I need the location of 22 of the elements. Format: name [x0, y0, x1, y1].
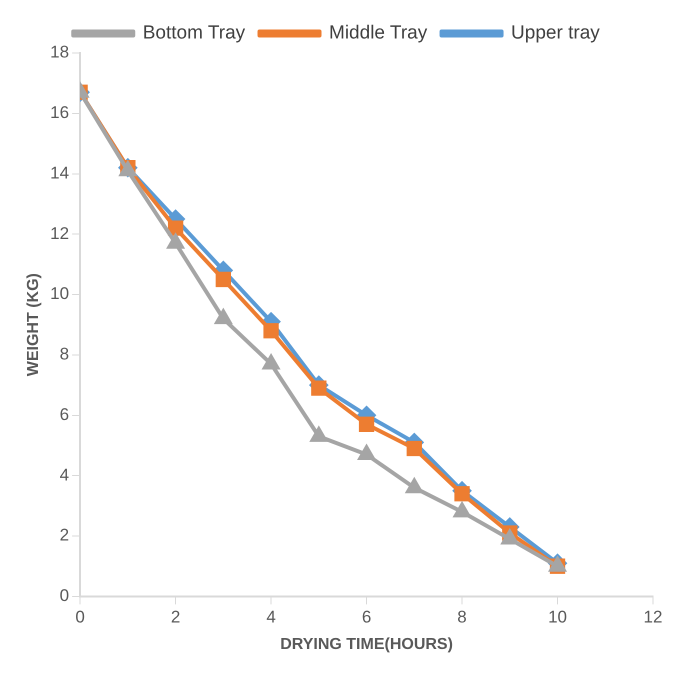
y-tick-label: 8	[60, 344, 70, 364]
y-tick-label: 12	[50, 224, 70, 243]
y-tick-label: 10	[50, 284, 70, 304]
legend-label: Upper tray	[511, 22, 600, 44]
x-tick-label: 2	[170, 607, 180, 626]
x-tick-label: 0	[75, 607, 85, 626]
x-tick-label: 4	[266, 607, 276, 626]
legend-label: Middle Tray	[329, 22, 428, 44]
y-tick-label: 0	[60, 586, 70, 606]
legend-label: Bottom Tray	[142, 22, 246, 44]
y-tick-label: 2	[60, 526, 70, 545]
x-tick-label: 8	[457, 607, 467, 626]
x-tick-label: 10	[548, 607, 567, 626]
x-tick-label: 12	[644, 607, 662, 626]
x-axis-title: DRYING TIME(HOURS)	[280, 636, 453, 653]
y-tick-label: 16	[50, 103, 70, 122]
y-tick-label: 4	[60, 465, 70, 484]
y-tick-label: 6	[60, 404, 70, 424]
y-axis-title: WEIGHT (KG)	[25, 273, 42, 376]
x-tick-label: 6	[362, 607, 372, 626]
y-tick-label: 18	[50, 42, 70, 62]
y-tick-label: 14	[50, 163, 70, 182]
